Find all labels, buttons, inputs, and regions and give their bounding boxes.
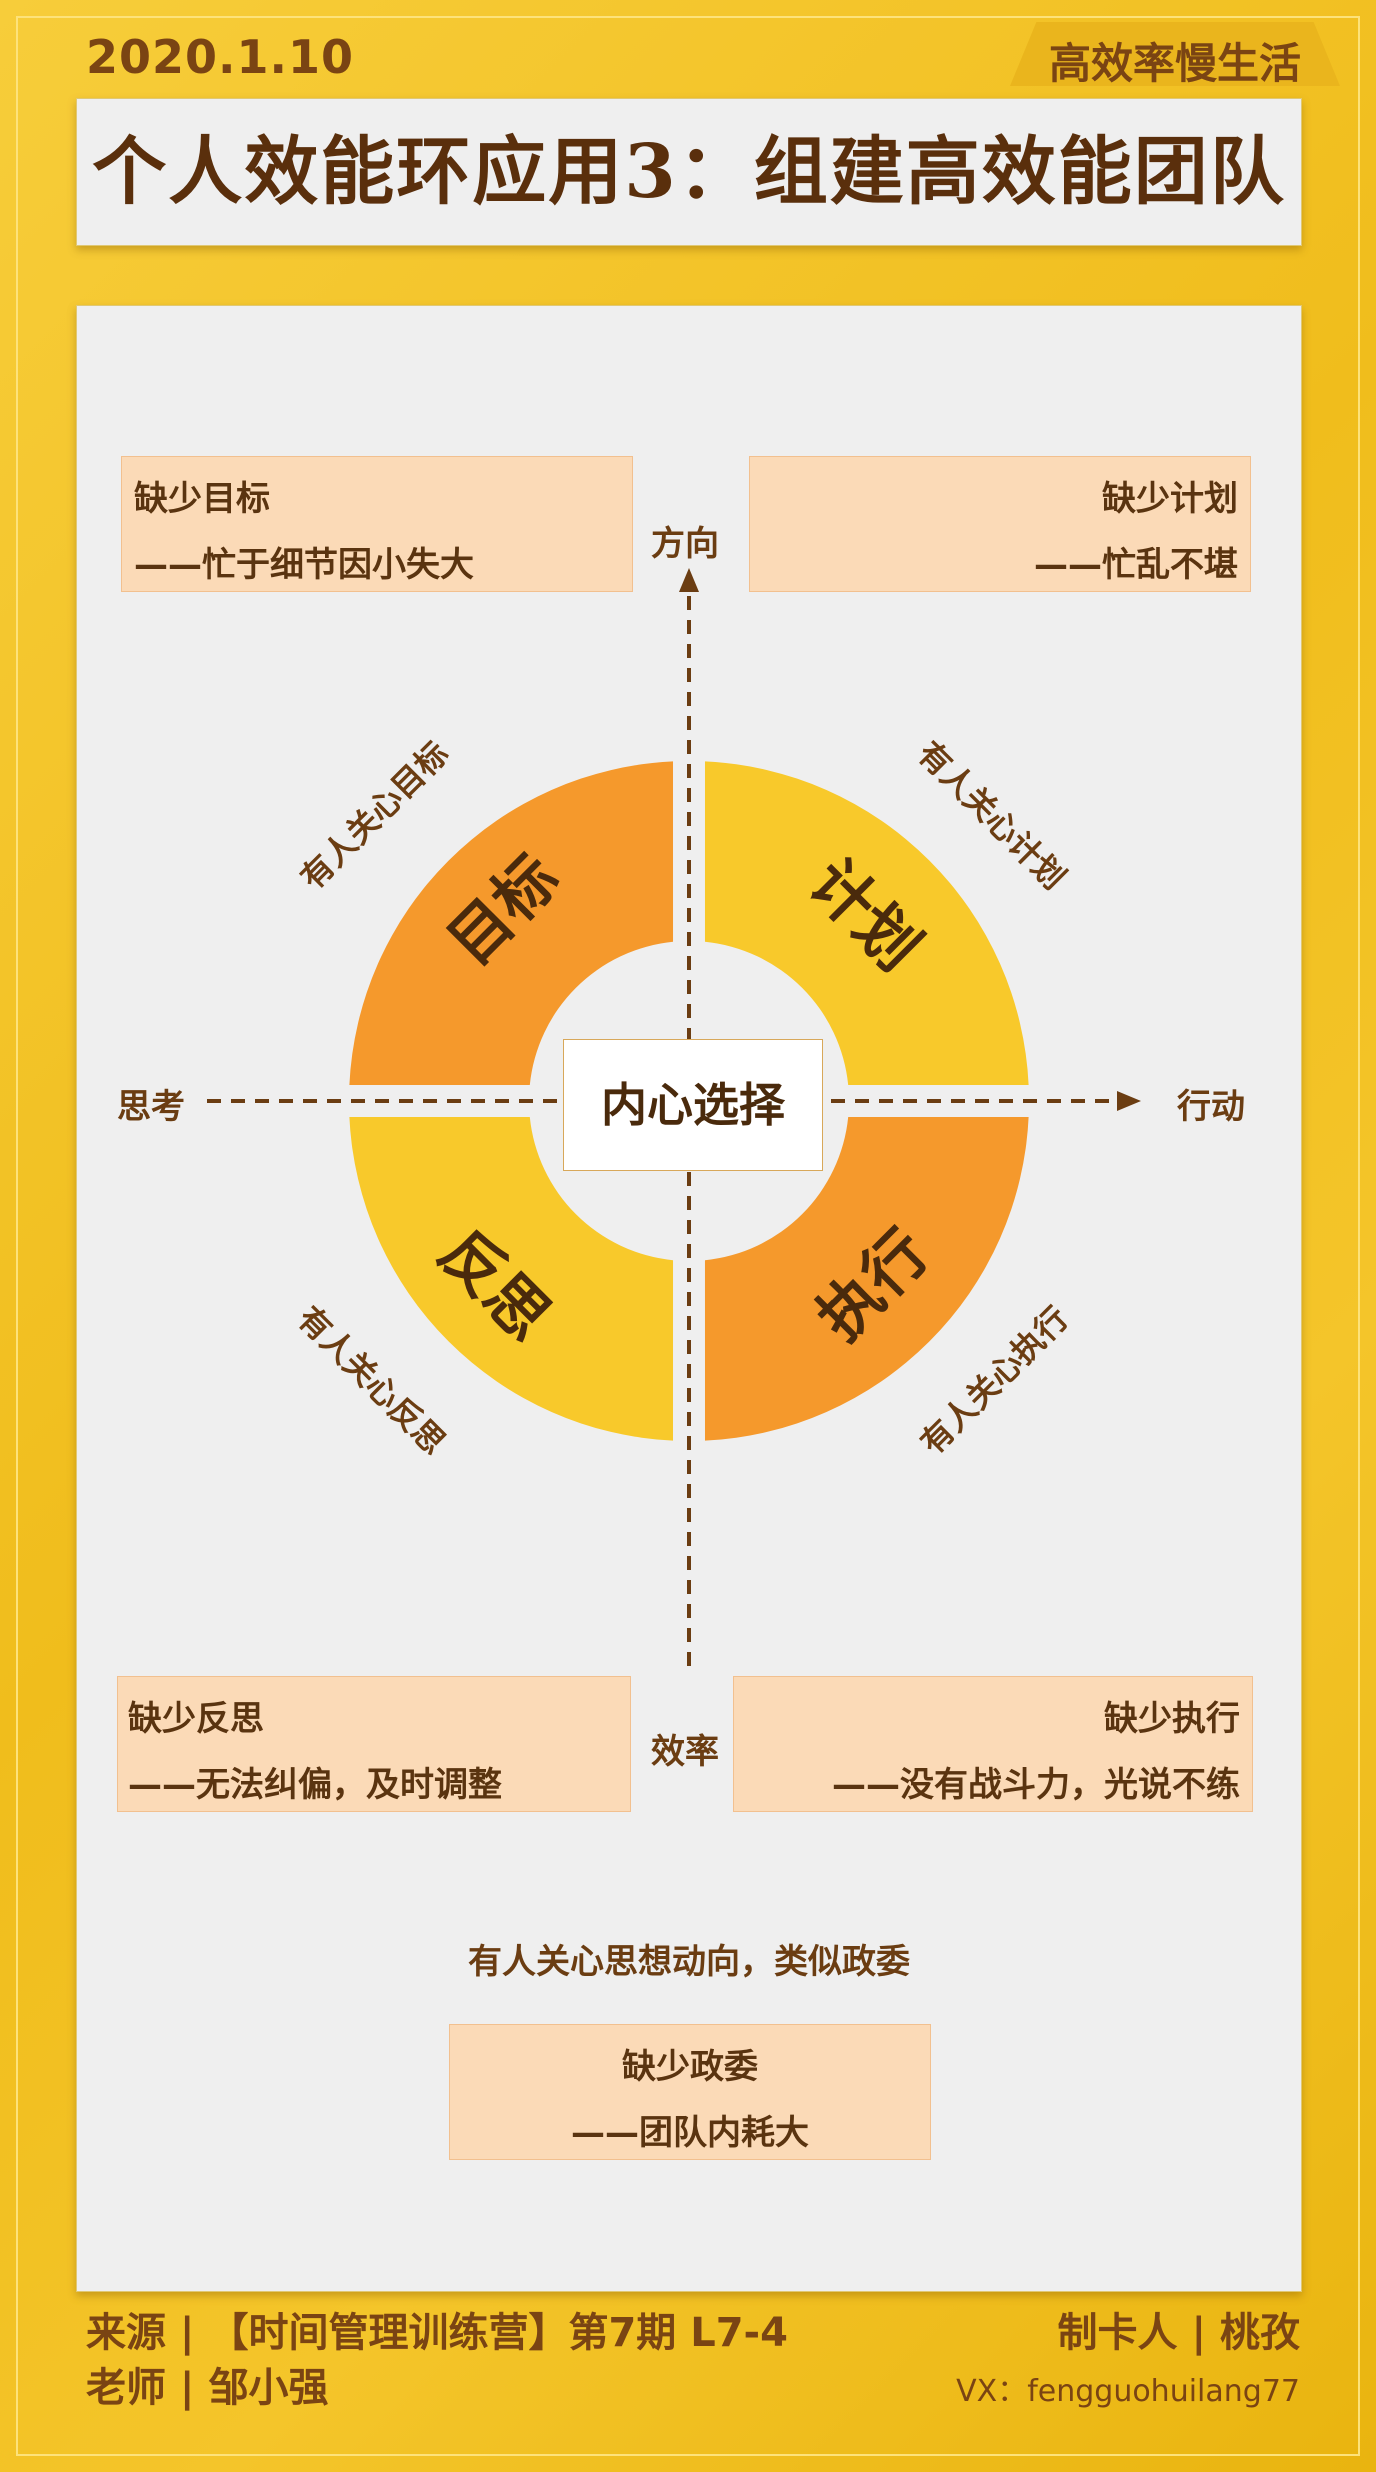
box-bottom-right-title: 缺少执行 xyxy=(1104,1699,1240,1739)
axis-arrow-up xyxy=(679,568,699,592)
box-bottom-right-desc: ——没有战斗力，光说不练 xyxy=(832,1765,1240,1805)
axis-arrow-right xyxy=(1117,1091,1141,1111)
political-caption: 有人关心思想动向，类似政委 xyxy=(468,1942,910,1982)
date: 2020.1.10 xyxy=(86,30,354,84)
box-political-title: 缺少政委 xyxy=(622,2047,758,2087)
title-banner: 个人效能环应用3：组建高效能团队 xyxy=(76,98,1302,246)
box-top-right: 缺少计划 ——忙乱不堪 xyxy=(749,456,1251,592)
page-title: 个人效能环应用3：组建高效能团队 xyxy=(92,129,1286,215)
box-bottom-left: 缺少反思 ——无法纠偏，及时调整 xyxy=(117,1676,631,1812)
box-bottom-left-title: 缺少反思 xyxy=(128,1699,264,1739)
box-top-right-title: 缺少计划 xyxy=(1102,479,1238,519)
diagram-panel: 方向 效率 思考 行动 目标 计划 反思 执行 有人关心目标 有人关心计划 有人… xyxy=(76,305,1302,2292)
box-political: 缺少政委 ——团队内耗大 xyxy=(449,2024,931,2160)
segment-bottom-right xyxy=(704,1116,1029,1441)
box-top-right-desc: ——忙乱不堪 xyxy=(1034,545,1238,585)
footer-maker: 制卡人 | 桃孜 xyxy=(1057,2310,1300,2356)
outer-frame xyxy=(16,16,1360,2456)
segment-top-left xyxy=(349,761,674,1086)
box-political-desc: ——团队内耗大 xyxy=(571,2113,809,2153)
axis-label-bottom: 效率 xyxy=(651,1732,719,1772)
footer-teacher: 老师 | 邹小强 xyxy=(86,2365,329,2411)
axis-label-top: 方向 xyxy=(651,524,719,564)
slogan-tag: 高效率慢生活 xyxy=(1010,22,1340,86)
segment-bottom-left xyxy=(349,1116,674,1441)
box-top-left-desc: ——忙于细节因小失大 xyxy=(134,545,474,585)
box-bottom-right: 缺少执行 ——没有战斗力，光说不练 xyxy=(733,1676,1253,1812)
axis-label-right: 行动 xyxy=(1177,1087,1245,1127)
box-top-left: 缺少目标 ——忙于细节因小失大 xyxy=(121,456,633,592)
box-bottom-left-desc: ——无法纠偏，及时调整 xyxy=(128,1765,502,1805)
diagram-svg xyxy=(207,568,1141,1666)
footer-vx: VX：fengguohuilang77 xyxy=(956,2374,1300,2409)
segment-top-right xyxy=(704,761,1029,1086)
slogan-text: 高效率慢生活 xyxy=(1048,39,1301,88)
box-top-left-title: 缺少目标 xyxy=(134,479,270,519)
footer-source: 来源 | 【时间管理训练营】第7期 L7-4 xyxy=(86,2310,788,2356)
center-box: 内心选择 xyxy=(563,1039,823,1171)
axis-label-left: 思考 xyxy=(117,1087,185,1127)
